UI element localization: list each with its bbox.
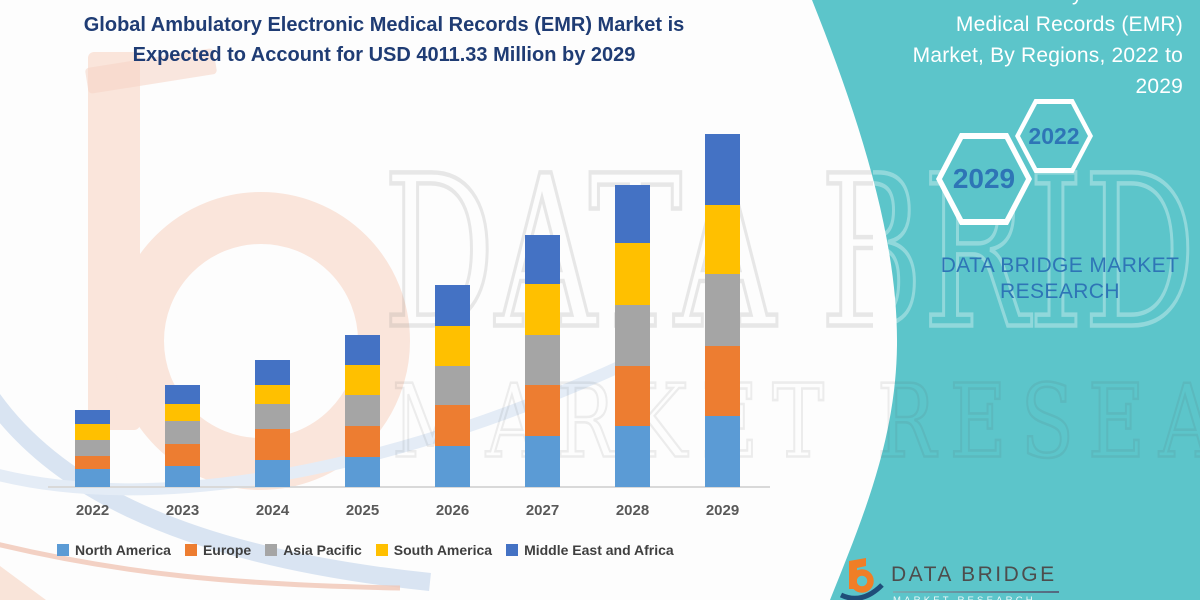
hexagon-2029-label: 2029: [952, 163, 1016, 194]
legend-item: North America: [57, 543, 171, 557]
chart-legend: North America Europe Asia Pacific South Ame…: [57, 543, 674, 557]
bar-segment: [705, 416, 740, 487]
x-axis-label-2029: 2029: [705, 502, 740, 519]
bar-segment: [165, 466, 200, 487]
watermark-corner-wedge: [0, 566, 46, 600]
legend-label: Europe: [202, 542, 252, 558]
legend-label: Asia Pacific: [283, 542, 362, 558]
banner-brand-text: DATA BRIDGE MARKET RESEARCH: [925, 253, 1195, 305]
banner-heading-line4: 2029: [1135, 75, 1183, 98]
banner-brand-line2: RESEARCH: [1000, 280, 1120, 303]
bar-segment: [255, 360, 290, 385]
bar-segment: [75, 424, 110, 440]
databridge-logo-icon: [839, 558, 884, 600]
x-axis-label-2028: 2028: [615, 502, 650, 519]
legend-swatch-icon: [375, 544, 388, 556]
bar-segment: [255, 404, 290, 429]
bar-segment: [705, 134, 740, 205]
bar-segment: [705, 274, 740, 346]
bar-segment: [435, 366, 470, 405]
bar-segment: [435, 285, 470, 326]
bar-2028: [615, 185, 650, 487]
bar-segment: [525, 235, 560, 284]
legend-item: Asia Pacific: [265, 543, 362, 557]
banner-brand-line1: DATA BRIDGE MARKET: [940, 254, 1180, 277]
logo-wordmark: DATA BRIDGE: [891, 563, 1057, 586]
banner-heading-line3: Market, By Regions, 2022 to: [912, 44, 1183, 67]
logo-underline: [893, 591, 1059, 593]
x-axis-label-2022: 2022: [75, 502, 110, 519]
bar-segment: [255, 460, 290, 487]
bar-2029: [705, 134, 740, 487]
bar-segment: [345, 365, 380, 395]
chart-title-line2: Expected to Account for USD 4011.33 Mill…: [132, 44, 636, 66]
bar-segment: [435, 405, 470, 446]
bar-segment: [615, 305, 650, 366]
bar-segment: [345, 335, 380, 365]
bar-segment: [525, 385, 560, 436]
bar-segment: [615, 426, 650, 487]
bar-segment: [255, 385, 290, 404]
bar-2025: [345, 335, 380, 487]
bar-2026: [435, 285, 470, 487]
bar-segment: [165, 444, 200, 466]
bar-segment: [75, 456, 110, 469]
bar-segment: [615, 366, 650, 426]
hexagon-2022-label: 2022: [1028, 122, 1080, 149]
legend-swatch-icon: [265, 544, 278, 556]
x-axis-label-2023: 2023: [165, 502, 200, 519]
bar-segment: [75, 410, 110, 424]
bar-segment: [165, 404, 200, 421]
bar-segment: [435, 446, 470, 487]
bar-segment: [165, 421, 200, 444]
bar-segment: [615, 185, 650, 243]
bar-segment: [345, 426, 380, 457]
bar-segment: [345, 457, 380, 487]
bar-segment: [525, 284, 560, 335]
x-axis-label-2025: 2025: [345, 502, 380, 519]
bar-segment: [75, 440, 110, 456]
legend-swatch-icon: [57, 544, 69, 556]
x-axis-label-2026: 2026: [435, 502, 470, 519]
bar-segment: [255, 429, 290, 460]
bar-2022: [75, 410, 110, 487]
legend-label: South America: [393, 542, 493, 558]
x-axis-label-2027: 2027: [525, 502, 560, 519]
banner-heading-clipped-line: Global Ambulatory Electronic: [823, 0, 1183, 9]
legend-item: Middle East and Africa: [506, 543, 674, 557]
bar-segment: [525, 436, 560, 487]
legend-label: Middle East and Africa: [524, 542, 674, 558]
bar-segment: [75, 469, 110, 487]
banner-heading-line2: Medical Records (EMR): [955, 13, 1183, 36]
bar-2024: [255, 360, 290, 487]
logo-subtitle: MARKET RESEARCH: [893, 595, 1036, 600]
bar-2023: [165, 385, 200, 487]
chart-title-line1: Global Ambulatory Electronic Medical Rec…: [83, 14, 685, 36]
bar-2027: [525, 235, 560, 487]
chart-title: Global Ambulatory Electronic Medical Rec…: [28, 10, 740, 70]
legend-swatch-icon: [184, 544, 197, 556]
legend-item: South America: [375, 542, 493, 558]
bar-segment: [615, 243, 650, 305]
bar-segment: [345, 395, 380, 426]
legend-item: Europe: [184, 542, 252, 558]
bar-segment: [705, 346, 740, 416]
x-axis-line: [48, 486, 770, 488]
banner-heading: Global Ambulatory Electronic Medical Rec…: [823, 0, 1183, 102]
bar-segment: [435, 326, 470, 366]
databridge-logo: DATA BRIDGE MARKET RESEARCH: [835, 557, 1135, 600]
legend-label: North America: [75, 542, 171, 558]
bar-segment: [525, 335, 560, 385]
bar-segment: [705, 205, 740, 274]
bar-segment: [165, 385, 200, 404]
x-axis-label-2024: 2024: [255, 502, 290, 519]
legend-swatch-icon: [506, 544, 519, 556]
hexagon-2022-fill: [1020, 104, 1088, 168]
